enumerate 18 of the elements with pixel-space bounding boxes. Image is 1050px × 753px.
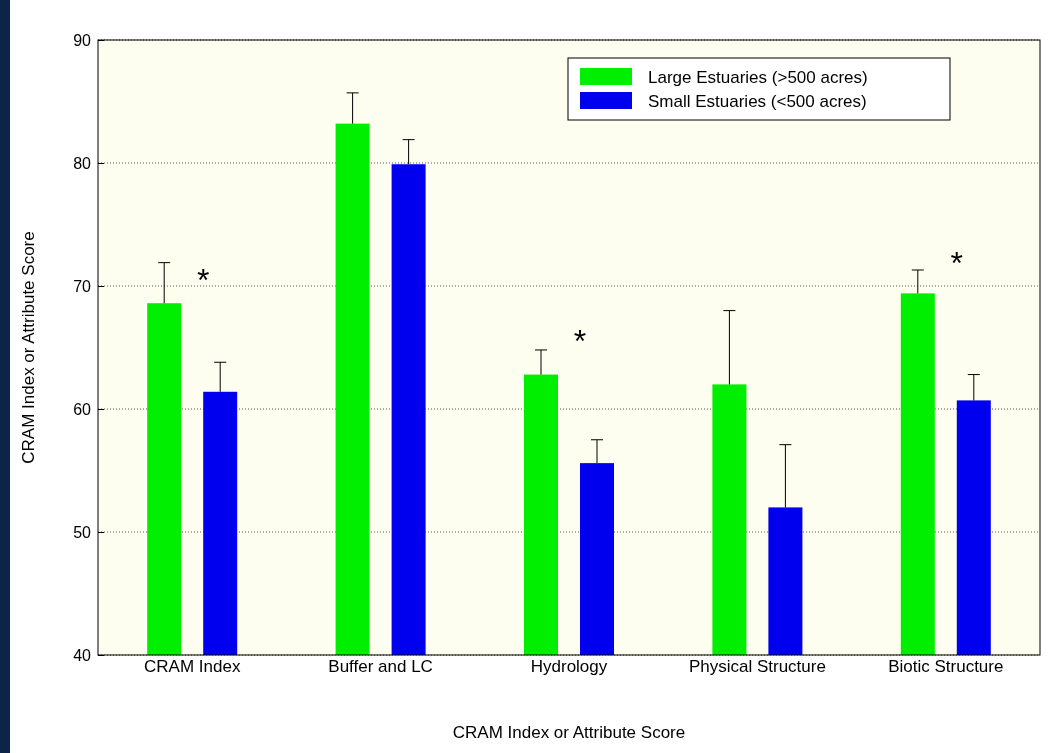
x-tick-label: Buffer and LC bbox=[328, 657, 433, 676]
y-tick-label: 50 bbox=[73, 523, 92, 541]
y-tick-label: 70 bbox=[73, 277, 92, 295]
x-tick-label: Biotic Structure bbox=[888, 657, 1004, 676]
y-tick-label: 60 bbox=[73, 400, 92, 418]
y-tick-label: 80 bbox=[73, 154, 92, 172]
legend-label: Large Estuaries (>500 acres) bbox=[648, 68, 868, 87]
y-tick-label: 40 bbox=[73, 646, 92, 664]
x-tick-label: Hydrology bbox=[530, 657, 608, 676]
annotation: * bbox=[196, 262, 210, 299]
annotation: * bbox=[573, 322, 587, 359]
x-tick-label: CRAM Index bbox=[144, 657, 241, 676]
x-tick-label: Physical Structure bbox=[688, 657, 826, 676]
legend-label: Small Estuaries (<500 acres) bbox=[648, 92, 867, 111]
y-tick-label: 90 bbox=[73, 31, 92, 49]
annotation: * bbox=[950, 245, 964, 282]
x-axis-title: CRAM Index or Attribute Score bbox=[452, 723, 686, 742]
y-axis-title: CRAM Index or Attribute Score bbox=[19, 231, 38, 464]
